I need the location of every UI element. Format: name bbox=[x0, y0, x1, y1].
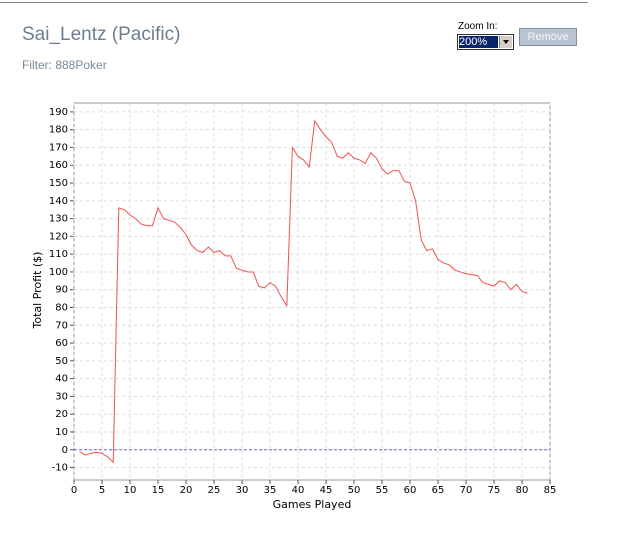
x-tick-label: 70 bbox=[460, 485, 473, 496]
y-tick-label: 140 bbox=[49, 196, 68, 207]
y-tick-label: 70 bbox=[55, 320, 68, 331]
y-tick-label: 10 bbox=[55, 427, 68, 438]
y-tick-label: 130 bbox=[49, 214, 68, 225]
x-tick-label: 40 bbox=[292, 485, 305, 496]
zoom-label: Zoom In: bbox=[458, 21, 498, 32]
zoom-value: 200% bbox=[459, 36, 498, 48]
y-tick-label: 100 bbox=[49, 267, 68, 278]
y-axis-label: Total Profit ($) bbox=[31, 252, 44, 330]
x-tick-label: 35 bbox=[264, 485, 277, 496]
x-tick-label: 10 bbox=[124, 485, 137, 496]
divider bbox=[0, 2, 588, 3]
x-tick-label: 85 bbox=[544, 485, 557, 496]
y-tick-label: 150 bbox=[49, 178, 68, 189]
y-tick-label: 60 bbox=[55, 338, 68, 349]
x-tick-label: 20 bbox=[180, 485, 193, 496]
x-tick-label: 65 bbox=[432, 485, 445, 496]
y-tick-label: 170 bbox=[49, 142, 68, 153]
y-tick-label: 20 bbox=[55, 409, 68, 420]
x-tick-label: 0 bbox=[71, 485, 77, 496]
x-tick-label: 80 bbox=[516, 485, 529, 496]
y-tick-label: 190 bbox=[49, 107, 68, 118]
x-tick-label: 60 bbox=[404, 485, 417, 496]
x-tick-label: 75 bbox=[488, 485, 501, 496]
remove-button[interactable]: Remove bbox=[519, 28, 577, 46]
y-tick-label: 40 bbox=[55, 374, 68, 385]
x-tick-label: 55 bbox=[376, 485, 389, 496]
x-tick-label: 50 bbox=[348, 485, 361, 496]
x-tick-label: 45 bbox=[320, 485, 333, 496]
plot-area bbox=[73, 102, 551, 481]
dropdown-arrow[interactable] bbox=[499, 36, 512, 48]
y-tick-label: 110 bbox=[49, 249, 68, 260]
y-tick-label: 160 bbox=[49, 160, 68, 171]
y-tick-label: 50 bbox=[55, 356, 68, 367]
x-axis-label: Games Played bbox=[273, 498, 352, 511]
profit-line bbox=[79, 119, 528, 464]
filter-label: Filter: 888Poker bbox=[22, 58, 107, 72]
x-tick-label: 5 bbox=[99, 485, 105, 496]
x-tick-label: 15 bbox=[152, 485, 165, 496]
y-tick-label: 180 bbox=[49, 125, 68, 136]
player-title: Sai_Lentz (Pacific) bbox=[22, 24, 181, 45]
y-tick-label: 120 bbox=[49, 231, 68, 242]
zoom-select[interactable]: 200% bbox=[457, 34, 514, 50]
x-tick-label: 25 bbox=[208, 485, 221, 496]
y-tick-label: 80 bbox=[55, 303, 68, 314]
y-tick-label: 0 bbox=[62, 445, 68, 456]
y-tick-label: 30 bbox=[55, 391, 68, 402]
y-tick-label: -10 bbox=[52, 463, 68, 474]
x-tick-label: 30 bbox=[236, 485, 249, 496]
y-tick-label: 90 bbox=[55, 285, 68, 296]
